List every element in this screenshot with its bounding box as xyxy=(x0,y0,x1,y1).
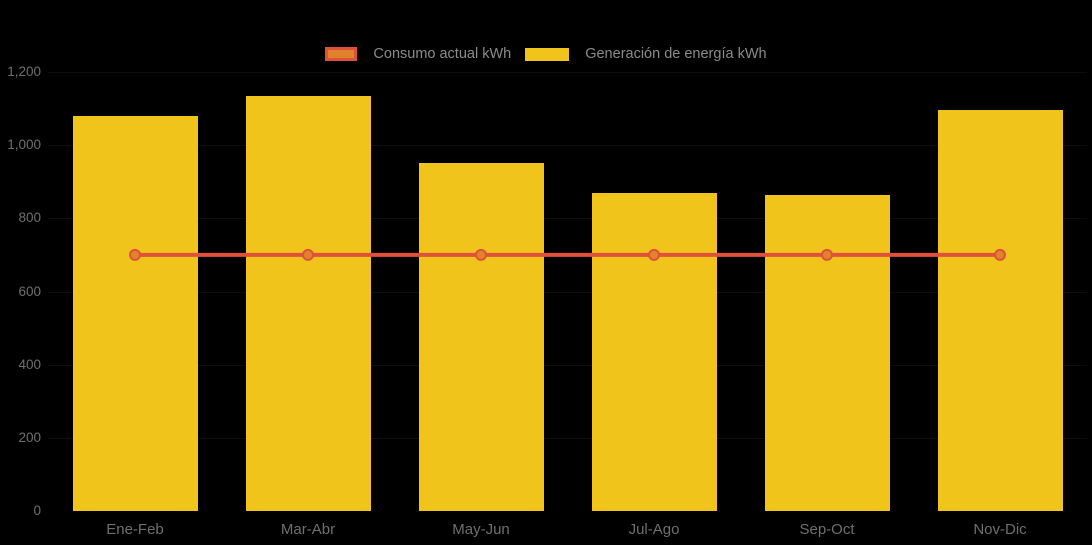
bar-generacion-Ene-Feb[interactable] xyxy=(73,116,198,511)
y-axis-tick-label: 1,000 xyxy=(7,137,41,152)
consumo-marker-Mar-Abr[interactable] xyxy=(302,248,314,261)
y-axis-tick-label: 1,200 xyxy=(7,64,41,79)
x-axis-category-label-Sep-Oct: Sep-Oct xyxy=(799,521,855,538)
consumo-marker-Sep-Oct[interactable] xyxy=(821,248,833,261)
y-axis-tick-label: 0 xyxy=(33,503,41,518)
gridline-200 xyxy=(48,438,1087,439)
consumo-marker-May-Jun[interactable] xyxy=(475,248,487,261)
gridline-600 xyxy=(48,292,1087,293)
x-axis-category-label-Ene-Feb: Ene-Feb xyxy=(106,521,164,538)
legend-swatch-generacion-bar xyxy=(525,47,570,61)
legend: Consumo actual kWh Generación de energía… xyxy=(0,46,1092,62)
x-axis-category-label-Mar-Abr: Mar-Abr xyxy=(280,521,336,538)
legend-label-consumo: Consumo actual kWh xyxy=(373,46,512,62)
consumo-marker-Ene-Feb[interactable] xyxy=(129,248,141,261)
bar-generacion-May-Jun[interactable] xyxy=(419,163,544,511)
y-axis-tick-label: 600 xyxy=(18,284,41,299)
consumo-marker-Nov-Dic[interactable] xyxy=(994,248,1006,261)
legend-item-consumo-actual[interactable]: Consumo actual kWh xyxy=(325,46,511,62)
y-axis-tick-label: 800 xyxy=(18,210,41,225)
bar-generacion-Jul-Ago[interactable] xyxy=(592,193,717,511)
bar-generacion-Mar-Abr[interactable] xyxy=(246,96,371,511)
gridline-1000 xyxy=(48,145,1087,146)
gridline-800 xyxy=(48,218,1087,219)
gridline-1200 xyxy=(48,72,1087,73)
x-axis-category-label-Jul-Ago: Jul-Ago xyxy=(628,521,680,538)
gridline-400 xyxy=(48,365,1087,366)
bar-generacion-Nov-Dic[interactable] xyxy=(938,110,1063,511)
x-axis-category-label-Nov-Dic: Nov-Dic xyxy=(973,521,1027,538)
legend-item-generacion-energia[interactable]: Generación de energía kWh xyxy=(525,46,767,62)
bar-generacion-Sep-Oct[interactable] xyxy=(765,195,890,511)
y-axis-tick-label: 200 xyxy=(18,430,41,445)
legend-label-generacion: Generación de energía kWh xyxy=(585,46,767,62)
x-axis-category-label-May-Jun: May-Jun xyxy=(452,521,510,538)
consumo-marker-Jul-Ago[interactable] xyxy=(648,248,660,261)
legend-swatch-consumo-line xyxy=(325,47,358,61)
y-axis-tick-label: 400 xyxy=(18,357,41,372)
